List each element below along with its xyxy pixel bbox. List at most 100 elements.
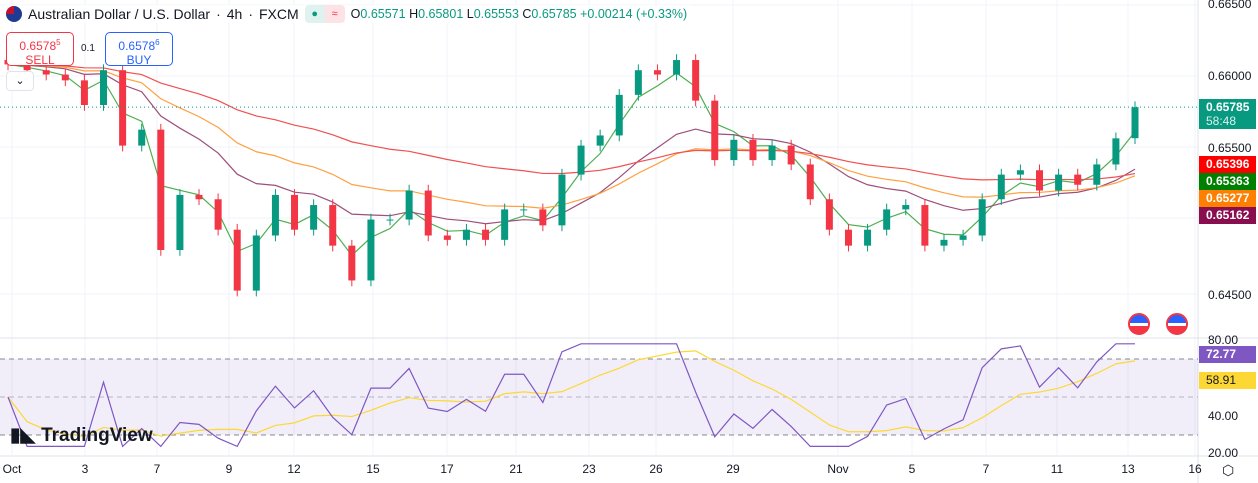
ma-label: 0.65277 — [1199, 190, 1256, 207]
us-flag-event-icon[interactable] — [1128, 313, 1150, 335]
candle-body — [634, 70, 642, 95]
candle-body — [176, 194, 184, 250]
time-tick: 15 — [366, 462, 380, 476]
candle-body — [424, 190, 432, 236]
candle-body — [61, 74, 69, 81]
ma-label: 0.65363 — [1199, 173, 1256, 190]
candle-body — [653, 70, 661, 75]
buy-button[interactable]: 0.65786 BUY — [105, 32, 173, 67]
candle-body — [768, 145, 776, 161]
candle-body — [539, 209, 547, 226]
logo-text: TradingView — [41, 424, 153, 446]
candle-body — [348, 245, 356, 281]
moving-average-line — [7, 63, 1136, 225]
tv-logo-icon: ▮◣ — [10, 425, 36, 446]
sell-button[interactable]: 0.65785 SELL — [6, 32, 74, 67]
time-tick: Nov — [827, 462, 849, 476]
time-tick: 29 — [726, 462, 740, 476]
candle-body — [825, 199, 833, 230]
order-quantity[interactable]: 0.1 — [81, 43, 95, 54]
symbol-header: Australian Dollar / U.S. Dollar · 4h · F… — [6, 5, 692, 23]
candle-body — [42, 70, 50, 75]
separator: · — [216, 6, 221, 22]
time-tick: 5 — [908, 462, 916, 476]
candle-body — [195, 194, 203, 200]
us-flag-event-icon[interactable] — [1166, 313, 1188, 335]
rsi-ma-label: 58.91 — [1199, 372, 1256, 389]
collapse-chevron-icon[interactable]: ⌄ — [6, 71, 34, 91]
delayed-data-icon[interactable]: ≈ — [324, 5, 345, 23]
candle-body — [80, 80, 88, 105]
candle-body — [1074, 174, 1082, 185]
candle-body — [959, 235, 967, 240]
time-tick: 21 — [509, 462, 523, 476]
candle-body — [386, 219, 394, 221]
time-tick: 3 — [81, 462, 89, 476]
time-tick: 12 — [287, 462, 301, 476]
rsi-value-label: 72.77 — [1199, 346, 1256, 363]
price-tick: 0.66000 — [1208, 69, 1252, 83]
candle-body — [520, 209, 528, 211]
candle-body — [1093, 164, 1101, 185]
ma-label: 0.65396 — [1199, 156, 1256, 173]
candle-body — [1055, 174, 1063, 191]
candle-body — [673, 60, 681, 75]
candle-body — [462, 229, 470, 240]
candle-body — [615, 94, 623, 136]
rsi-line — [7, 343, 1135, 448]
time-tick: 26 — [649, 462, 663, 476]
rsi-tick: 80.00 — [1208, 333, 1239, 347]
candle-body — [501, 209, 509, 240]
candle-body — [405, 190, 413, 220]
candle-body — [997, 174, 1005, 200]
candle-body — [271, 194, 279, 236]
time-tick: 17 — [440, 462, 454, 476]
rsi-tick: 20.00 — [1208, 446, 1239, 460]
moving-average-line — [7, 63, 1136, 181]
candle-body — [252, 235, 260, 291]
interval[interactable]: 4h — [226, 6, 243, 22]
time-tick: 9 — [225, 462, 233, 476]
candle-body — [596, 135, 604, 146]
aud-usd-flag-icon — [6, 6, 22, 22]
settings-gear-icon[interactable]: ⬡ — [1222, 462, 1235, 478]
candle-body — [730, 139, 738, 161]
candle-body — [119, 70, 127, 146]
rsi-ma-line — [7, 350, 1136, 438]
candle-body — [1016, 170, 1024, 175]
separator: · — [248, 6, 253, 22]
candle-body — [921, 205, 929, 246]
candle-body — [749, 139, 757, 161]
candle-body — [787, 145, 795, 165]
candle-body — [100, 70, 108, 105]
candle-body — [23, 64, 31, 71]
candle-body — [844, 229, 852, 246]
candle-body — [310, 205, 318, 230]
price-tick: 0.64500 — [1208, 288, 1252, 302]
exchange: FXCM — [258, 6, 299, 22]
candle-body — [692, 60, 700, 101]
candle-body — [157, 129, 165, 250]
market-open-dot-icon[interactable]: ● — [304, 5, 325, 23]
tradingview-logo[interactable]: ▮◣ TradingView — [10, 424, 153, 447]
symbol-name[interactable]: Australian Dollar / U.S. Dollar — [28, 6, 211, 22]
candle-body — [482, 229, 490, 240]
time-tick: 7 — [153, 462, 161, 476]
candle-body — [1112, 138, 1120, 165]
ohlc-values: O0.65571 H0.65801 L0.65553 C0.65785 +0.0… — [350, 7, 688, 21]
candle-body — [577, 145, 585, 175]
time-tick: 11 — [1050, 462, 1064, 476]
moving-average-line — [7, 63, 1136, 257]
candle-body — [806, 164, 814, 200]
candle-body — [233, 229, 241, 291]
candle-body — [883, 209, 891, 230]
candle-body — [864, 229, 872, 246]
candle-body — [978, 199, 986, 236]
ma-label: 0.65162 — [1199, 207, 1256, 224]
candle-body — [367, 219, 375, 281]
candle-body — [1131, 107, 1139, 139]
candle-body — [558, 174, 566, 226]
price-tick: 0.65500 — [1208, 141, 1252, 155]
time-tick: 13 — [1121, 462, 1135, 476]
